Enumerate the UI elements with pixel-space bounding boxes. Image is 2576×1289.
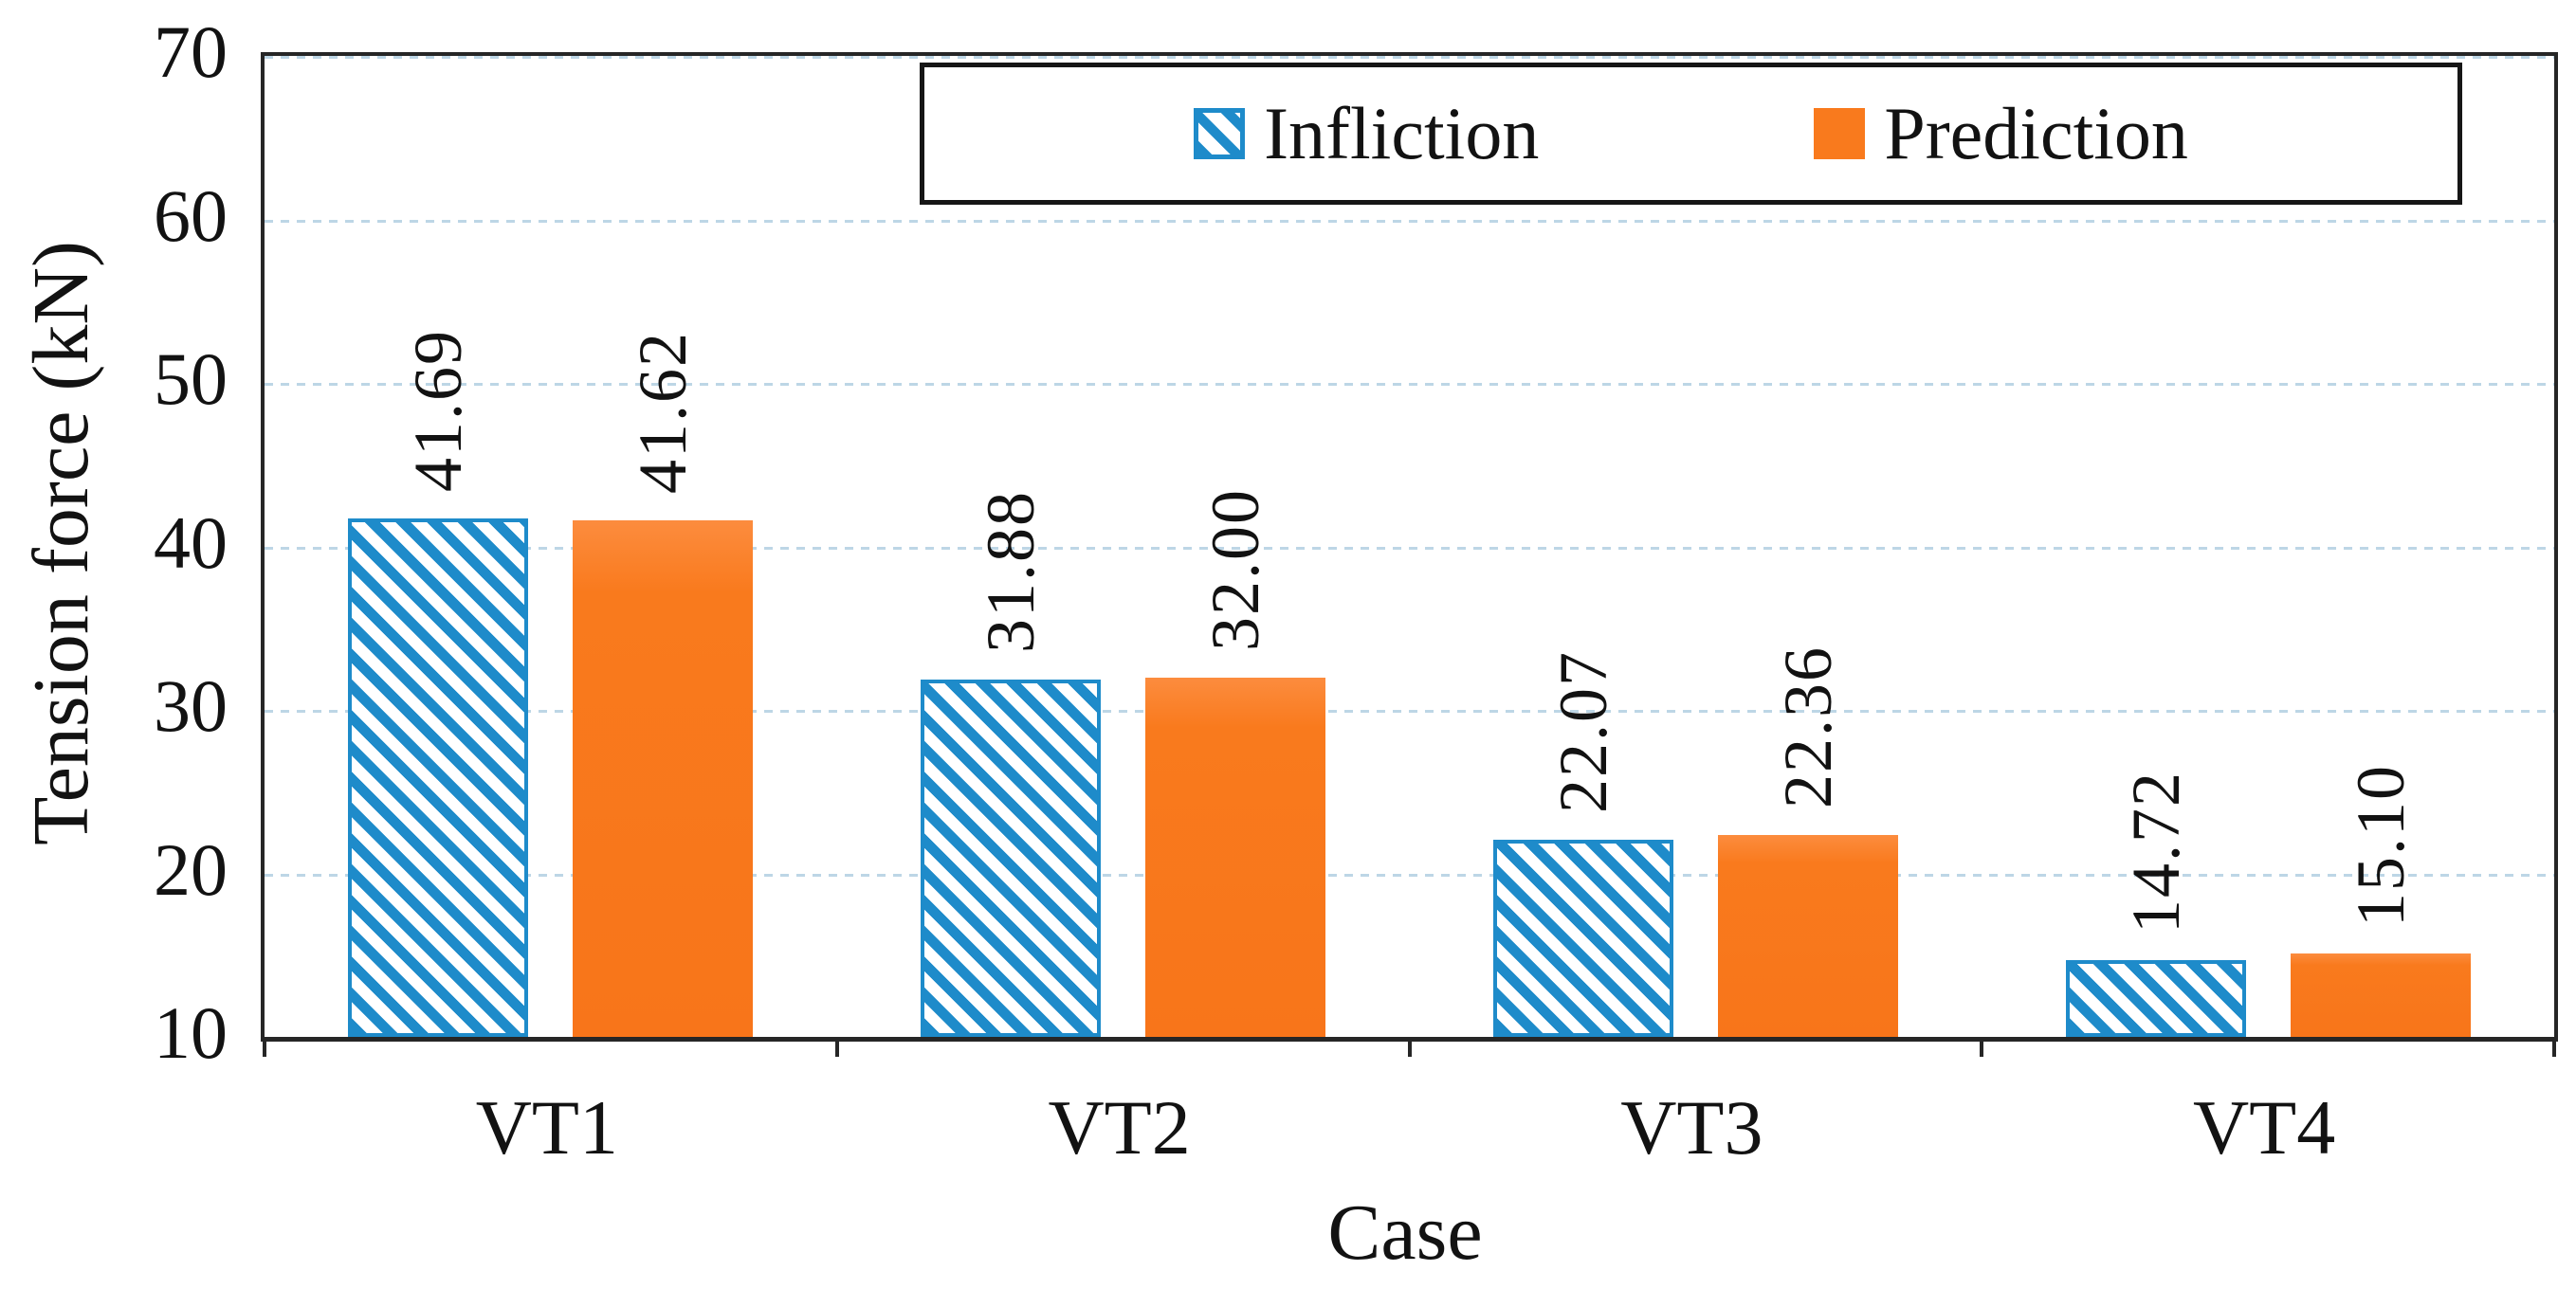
legend-label-infliction: Infliction [1264, 92, 1540, 174]
x-axis-tick [2552, 1042, 2556, 1057]
bar-infliction-vt3 [1492, 839, 1673, 1037]
y-tick-label-30: 30 [154, 664, 228, 747]
x-axis-tick [1407, 1042, 1412, 1057]
y-tick-label-50: 50 [154, 337, 228, 420]
x-axis-tick [263, 1042, 266, 1057]
x-axis-title: Case [1327, 1189, 1483, 1277]
x-category-label: VT3 [1620, 1084, 1763, 1171]
bar-value-label: 31.88 [973, 489, 1050, 653]
x-category-label: VT2 [1048, 1084, 1191, 1171]
prediction-solid-swatch-icon [1814, 108, 1866, 159]
x-category-label: VT1 [475, 1084, 619, 1171]
y-tick-label-40: 40 [154, 500, 228, 584]
bar-value-label: 22.07 [1544, 649, 1621, 813]
infliction-hatched-swatch-icon [1194, 108, 1246, 159]
legend: Infliction Prediction [920, 63, 2462, 205]
bar-prediction-vt1 [573, 519, 754, 1037]
bar-value-label: 22.36 [1769, 644, 1846, 808]
bar-prediction-vt4 [2290, 953, 2471, 1037]
y-tick-label-60: 60 [154, 173, 228, 257]
bar-value-label: 14.72 [2117, 770, 2194, 934]
bar-prediction-vt2 [1145, 677, 1326, 1037]
bar-infliction-vt1 [348, 518, 529, 1037]
legend-item-infliction: Infliction [1194, 91, 1539, 176]
gridline-y20 [265, 873, 2554, 877]
y-tick-label-10: 10 [154, 991, 228, 1074]
gridline-y70 [265, 56, 2554, 59]
bar-value-label: 32.00 [1197, 487, 1274, 651]
x-axis-tick [1980, 1042, 1984, 1057]
gridline-y40 [265, 546, 2554, 550]
y-tick-label-20: 20 [154, 827, 228, 911]
x-category-label: VT4 [2192, 1084, 2336, 1171]
legend-label-prediction: Prediction [1884, 92, 2188, 174]
gridline-y60 [265, 219, 2554, 223]
bar-value-label: 41.62 [625, 330, 702, 494]
bar-prediction-vt3 [1717, 834, 1898, 1037]
gridline-y30 [265, 710, 2554, 713]
bar-infliction-vt4 [2065, 959, 2246, 1037]
gridline-y50 [265, 383, 2554, 386]
bar-value-label: 15.10 [2342, 764, 2419, 928]
legend-item-prediction: Prediction [1814, 91, 2188, 176]
x-axis-tick [834, 1042, 839, 1057]
bar-value-label: 41.69 [400, 329, 477, 493]
y-tick-label-70: 70 [154, 10, 228, 93]
bar-infliction-vt2 [921, 679, 1102, 1037]
plot-area: 41.69 41.62 31.88 32.00 22.07 22.36 14.72 15.10 [261, 52, 2558, 1057]
